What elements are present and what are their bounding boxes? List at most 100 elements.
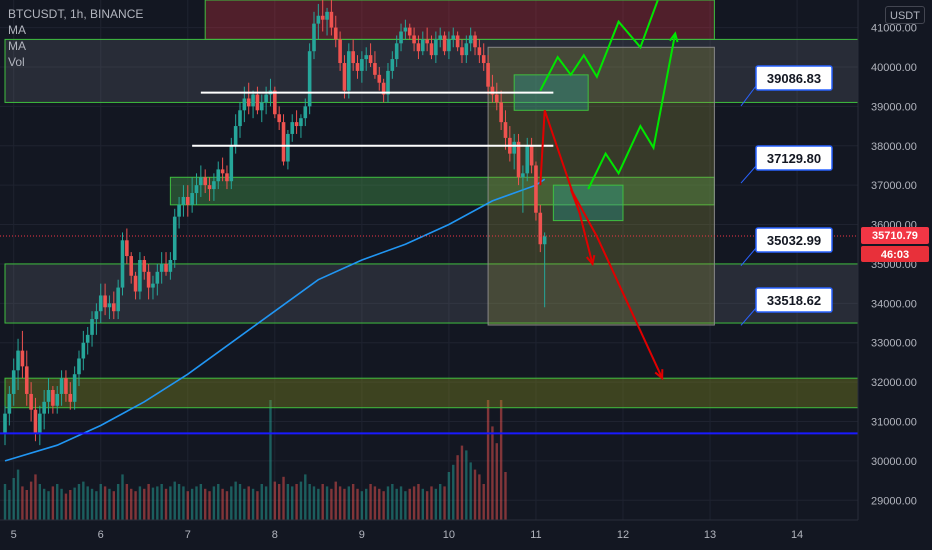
candle-body	[199, 177, 203, 186]
ma-line	[4, 178, 546, 462]
candle-body	[290, 122, 295, 134]
candle-body	[464, 43, 469, 56]
candle-body	[177, 204, 181, 217]
candle-body	[386, 70, 390, 95]
candle-body	[38, 413, 42, 434]
candle-body	[316, 15, 321, 24]
candle-body	[112, 303, 116, 312]
projection-red-lower	[569, 188, 664, 379]
volume-bar	[34, 474, 37, 520]
candle-body	[455, 35, 460, 48]
volume-bar	[321, 484, 324, 520]
volume-bar	[251, 488, 255, 520]
volume-bar	[456, 455, 459, 520]
volume-bar	[386, 486, 390, 520]
y-tick-label: 33000.00	[871, 338, 917, 350]
volume-bar	[343, 488, 346, 520]
x-tick-label: 8	[272, 529, 278, 541]
candle-body	[42, 401, 46, 414]
volume-bar	[108, 488, 111, 520]
candle-body	[16, 350, 20, 371]
candles	[3, 0, 547, 446]
moving-average	[4, 178, 546, 462]
volume-bar	[25, 490, 28, 520]
volume-bar	[38, 484, 42, 520]
candle-body	[516, 141, 521, 178]
projection-green-upper	[539, 0, 659, 92]
x-tick-label: 7	[185, 529, 191, 541]
volume-bar	[360, 491, 364, 520]
candle-body	[477, 47, 482, 56]
candle-body	[294, 122, 299, 127]
candle-body	[438, 35, 443, 40]
time-axis-background	[0, 520, 932, 550]
volume-bar	[447, 472, 451, 520]
candle-body	[499, 102, 503, 123]
volume-bar	[143, 488, 146, 520]
candle-body	[181, 196, 186, 205]
volume-bar	[264, 486, 268, 520]
candle-body	[220, 169, 225, 174]
candle-body	[242, 98, 247, 111]
volume-bar	[156, 486, 159, 520]
candle-body	[185, 196, 190, 205]
candle-body	[407, 27, 412, 36]
callout-label: 33518.62	[767, 293, 821, 308]
volume-bar	[69, 490, 72, 520]
volume-bar	[3, 484, 7, 520]
candle-body	[81, 342, 86, 359]
volume-bar	[408, 488, 411, 520]
volume-bar	[391, 484, 394, 520]
candle-body	[233, 126, 238, 146]
volume-bar	[430, 486, 433, 520]
y-tick-label: 29000.00	[871, 495, 917, 507]
last-price-tag	[861, 226, 929, 244]
volume-bar	[164, 488, 168, 520]
callout-label: 35032.99	[767, 233, 821, 248]
candle-body	[251, 94, 255, 107]
candle-body	[377, 74, 382, 83]
volume-bar	[304, 474, 307, 520]
candle-body	[360, 59, 364, 71]
candle-body	[133, 275, 138, 292]
volume-bar	[230, 486, 233, 520]
volume-bar	[452, 464, 455, 520]
volume-bar	[234, 481, 237, 520]
volume-bar	[138, 486, 142, 520]
candle-body	[351, 51, 355, 64]
candle-body	[225, 173, 229, 182]
candle-body	[425, 39, 429, 44]
y-tick-label: 39000.00	[871, 101, 917, 113]
volume-bar	[56, 484, 59, 520]
volume-bar	[64, 493, 68, 520]
volume-bar	[47, 491, 50, 520]
zone-olive	[4, 377, 859, 409]
candle-body	[355, 63, 360, 71]
callout-box	[755, 145, 833, 171]
volume-bar	[338, 486, 342, 520]
callout-leader	[740, 85, 757, 107]
countdown-tag	[861, 245, 929, 262]
volume-bar	[486, 400, 490, 520]
candle-body	[303, 106, 308, 119]
y-tick-label: 40000.00	[871, 62, 917, 74]
volume-bar	[134, 491, 137, 520]
candle-body	[46, 390, 51, 402]
projection-red-lower-head	[654, 369, 664, 381]
candle-body	[33, 409, 38, 434]
volume-bar	[82, 481, 85, 520]
legend-ma-2: MA	[8, 39, 26, 53]
last-price-value: 35710.79	[872, 230, 918, 242]
volume-bar	[86, 486, 89, 520]
candle-body	[255, 94, 260, 111]
candle-body	[238, 110, 242, 127]
candle-body	[420, 39, 425, 52]
candle-body	[142, 260, 147, 272]
volume-bar	[190, 488, 194, 520]
currency-button[interactable]: USDT	[885, 6, 925, 24]
volume-bar	[282, 476, 285, 520]
legend-symbol: BTCUSDT, 1h, BINANCE	[8, 7, 144, 21]
volume-bar	[495, 443, 498, 520]
candle-body	[120, 240, 125, 288]
